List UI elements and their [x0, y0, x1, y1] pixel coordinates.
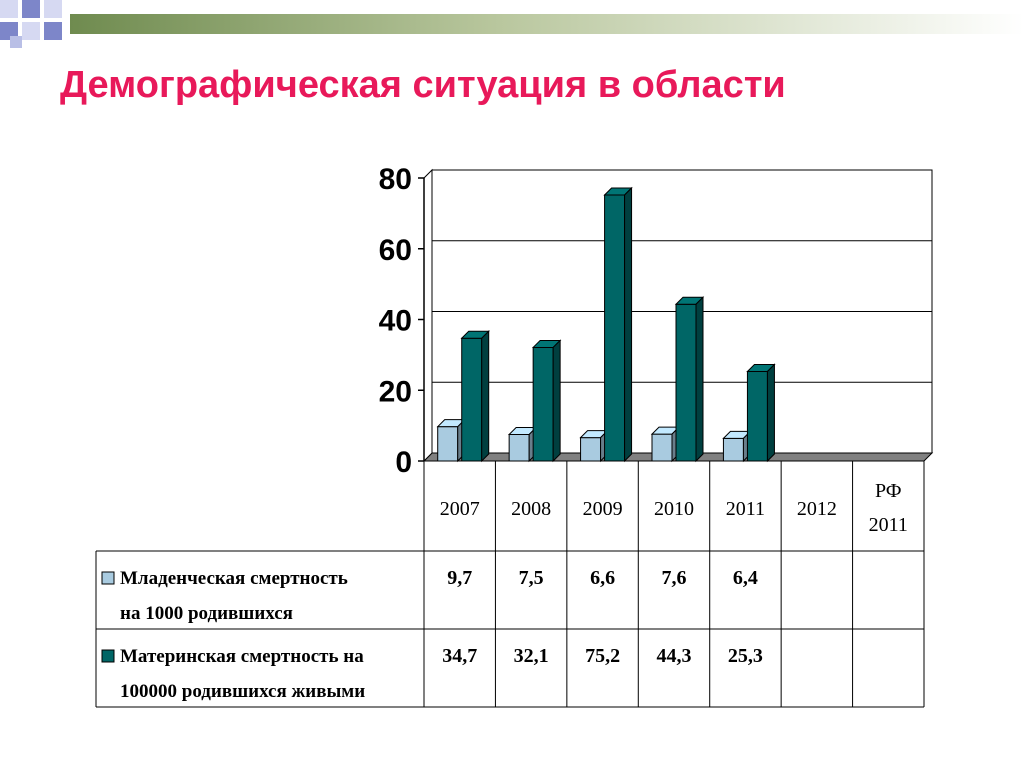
data-label: 9,7 — [447, 567, 472, 589]
legend-label: Материнская смертность на 100000 родивших… — [120, 646, 365, 702]
y-tick-label: 20 — [379, 375, 412, 408]
legend-swatch — [101, 649, 115, 663]
bar-front — [722, 437, 744, 462]
bar-front — [461, 337, 483, 462]
bar — [674, 296, 705, 463]
y-tick-label: 40 — [379, 305, 412, 338]
category-label: РФ 2011 — [869, 480, 908, 536]
category-label: 2008 — [511, 498, 551, 520]
bar — [603, 186, 633, 463]
data-label: 25,3 — [728, 645, 763, 667]
bar — [650, 425, 681, 463]
data-label: 44,3 — [657, 645, 692, 667]
bar-side — [766, 363, 775, 463]
data-label: 7,6 — [662, 567, 687, 589]
category-label: 2012 — [797, 498, 837, 520]
y-tick-label: 60 — [379, 234, 412, 267]
category-label: 2010 — [654, 498, 694, 520]
bar — [531, 339, 562, 463]
page-title: Демографическая ситуация в области — [60, 64, 786, 106]
category-label: 2009 — [583, 498, 623, 520]
data-label: 6,6 — [590, 567, 615, 589]
slide-decoration — [0, 0, 1024, 48]
bar-front — [604, 194, 626, 462]
bar — [746, 363, 776, 463]
bar-side — [695, 296, 704, 463]
bar-front — [437, 426, 459, 462]
bar-side — [624, 186, 633, 463]
data-label: 32,1 — [514, 645, 549, 667]
bar — [507, 426, 538, 463]
bar-front — [580, 437, 602, 462]
data-label: 75,2 — [585, 645, 620, 667]
bar-front — [746, 371, 768, 462]
bar-side — [552, 339, 561, 463]
bar — [460, 330, 490, 463]
category-label: 2011 — [726, 498, 765, 520]
legend-swatch — [101, 571, 115, 585]
bar — [722, 430, 752, 463]
data-table: 2007 2008 2009 2010 2011 2012 РФ 2011 Младенческ… — [95, 460, 925, 708]
bar-front — [508, 433, 530, 462]
plot-side-wall — [423, 168, 433, 463]
category-label: 2007 — [440, 498, 480, 520]
bar — [436, 418, 466, 463]
data-label: 34,7 — [442, 645, 477, 667]
y-tick-label: 80 — [379, 163, 412, 196]
bar-side — [481, 330, 490, 463]
bar — [579, 429, 609, 463]
bar-front — [651, 433, 673, 462]
bar-front — [532, 346, 554, 462]
data-label: 6,4 — [733, 567, 758, 589]
y-tick-label: 0 — [395, 446, 412, 479]
bar-front — [675, 303, 697, 462]
data-label: 7,5 — [519, 567, 544, 589]
legend-label: Младенческая смертность на 1000 родившихс… — [120, 568, 348, 624]
